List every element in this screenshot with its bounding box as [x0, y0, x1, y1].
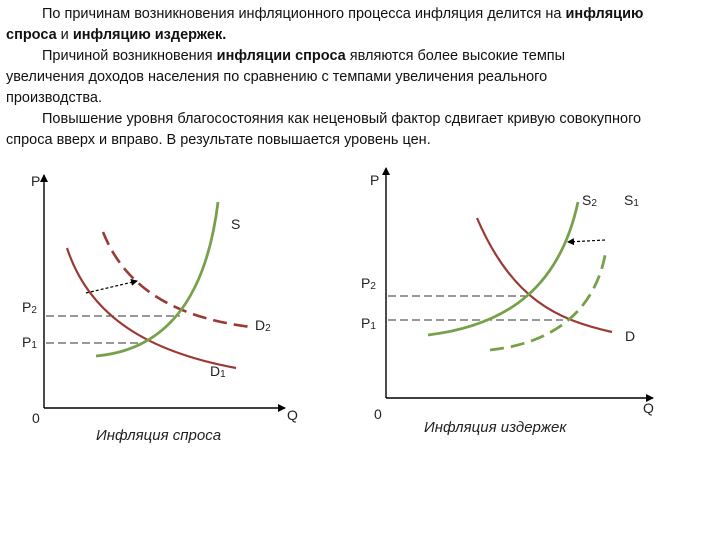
right-s2-label: S2	[582, 192, 597, 209]
right-p2-label: P2	[361, 275, 376, 292]
left-caption: Инфляция спроса	[96, 427, 221, 444]
right-supply-s1	[489, 249, 608, 352]
right-demand-d	[475, 217, 613, 334]
left-p1-label: P1	[22, 334, 37, 351]
right-demand-label: D	[625, 328, 635, 344]
term-cost-inflation: инфляцию издержек.	[72, 27, 227, 43]
right-graph: P Q 0 S2 S1 D P2 P1 Инфляция издержек	[361, 167, 654, 436]
left-shift-arrow	[85, 278, 138, 294]
right-shift-arrow	[567, 238, 606, 246]
left-origin-label: 0	[32, 410, 40, 426]
left-p2-label: P2	[22, 299, 37, 316]
right-supply-s2	[427, 201, 580, 337]
left-demand-d1	[65, 247, 237, 370]
left-supply-label: S	[231, 216, 240, 232]
left-demand-d2	[101, 231, 252, 329]
right-y-axis-label: P	[370, 172, 379, 188]
right-x-axis-label: Q	[643, 400, 654, 416]
left-d1-label: D1	[210, 363, 226, 380]
left-y-axis-label: P	[31, 173, 40, 189]
term-demand-inflation: инфляцию спроса	[6, 6, 644, 43]
right-s1-label: S1	[624, 192, 639, 209]
left-graph: P Q 0 S D2 D1 P2 P1 Инфляция спроса	[22, 173, 298, 444]
term-demand-inflation-2: инфляции спроса	[216, 48, 346, 64]
left-x-axis-label: Q	[287, 407, 298, 423]
left-supply-s	[95, 201, 220, 358]
paragraph-2: Причиной возникновения инфляции спроса я…	[6, 48, 566, 106]
left-d2-label: D2	[255, 317, 271, 334]
paragraph-1: По причинам возникновения инфляционного …	[6, 6, 644, 43]
right-caption: Инфляция издержек	[424, 419, 567, 436]
right-origin-label: 0	[374, 406, 382, 422]
right-p1-label: P1	[361, 315, 376, 332]
paragraph-3: Повышение уровня благосостояния как неце…	[6, 111, 642, 148]
intro-text: По причинам возникновения инфляционного …	[6, 4, 646, 151]
